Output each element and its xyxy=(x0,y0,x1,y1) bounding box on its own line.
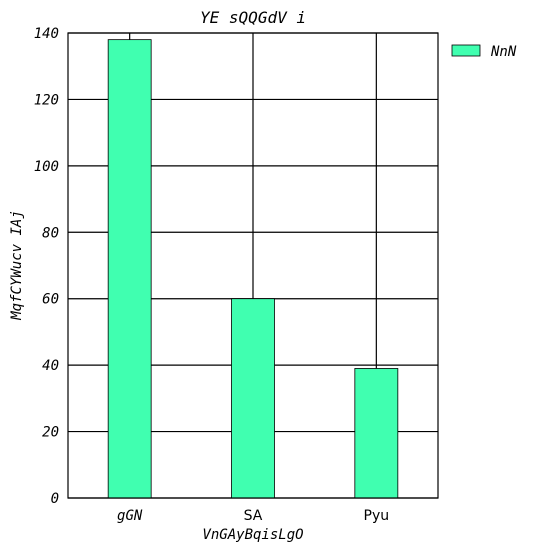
legend-swatch xyxy=(451,44,481,57)
x-tick-label: gGN xyxy=(117,508,143,524)
y-tick-label: 0 xyxy=(51,491,59,507)
y-tick-label: 80 xyxy=(42,225,59,241)
y-tick-label: 120 xyxy=(34,92,59,108)
legend: NnN xyxy=(451,44,517,60)
chart-title: YE sQQGdV i xyxy=(200,8,306,27)
y-tick-label: 100 xyxy=(34,159,59,175)
x-tick-label: Pyu xyxy=(364,508,390,524)
x-axis-ticks: gGN SA Pyu xyxy=(117,508,389,524)
y-axis-label: MqfCYWucv IAj xyxy=(9,210,25,321)
x-tick-label: SA xyxy=(244,508,263,524)
plot-frame xyxy=(67,32,439,499)
legend-label: NnN xyxy=(490,44,517,60)
y-axis-ticks: 0 20 40 60 80 100 120 140 xyxy=(34,26,59,507)
y-tick-label: 20 xyxy=(42,425,59,441)
y-tick-label: 40 xyxy=(42,358,59,374)
x-axis-label: VnGAyBqisLgO xyxy=(202,527,303,543)
bars xyxy=(107,39,399,499)
bar-SA xyxy=(231,298,275,499)
y-tick-label: 60 xyxy=(42,292,59,308)
y-tick-label: 140 xyxy=(34,26,59,42)
bar-gGN xyxy=(107,39,152,499)
bar-Pyu xyxy=(354,368,399,499)
